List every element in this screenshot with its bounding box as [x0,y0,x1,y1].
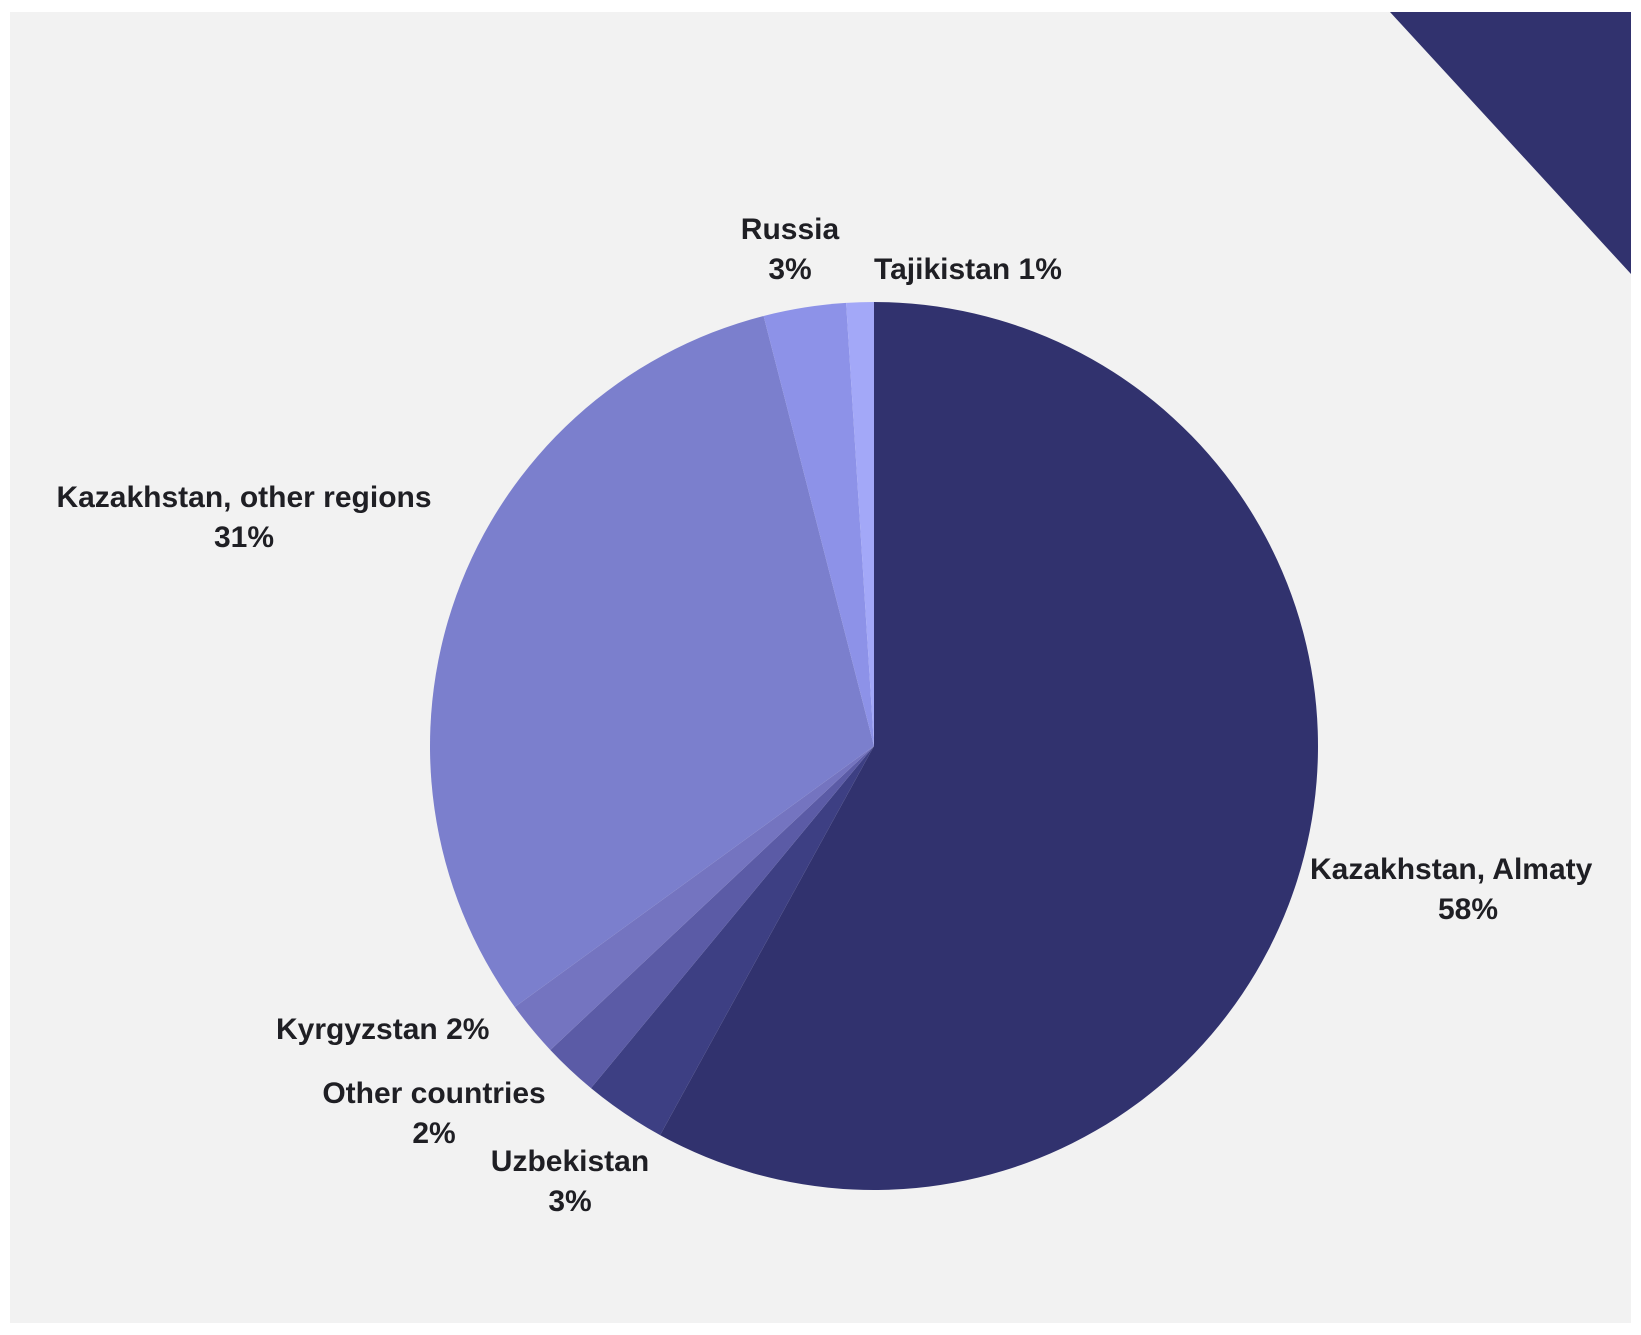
slice-value: 58% [1438,893,1499,926]
slice-name: Russia [740,213,840,246]
slice-name: Tajikistan [874,253,1011,286]
slice-label-kazakhstan-almaty: Kazakhstan, Almaty 58% [1310,850,1631,930]
slice-label-other-countries: Other countries 2% [294,1074,574,1154]
corner-decoration [1390,12,1631,274]
slice-label-kazakhstan-other-regions: Kazakhstan, other regions 31% [24,478,464,558]
slice-value: 2% [446,1013,490,1046]
slice-value: 3% [548,1185,592,1218]
pie-chart [429,12,1631,1191]
slice-label-russia: Russia 3% [720,210,860,290]
slice-value: 1% [1018,253,1062,286]
slice-label-tajikistan: Tajikistan 1% [874,250,1104,290]
pie-slice-kazakhstan-other-regions [429,315,874,1007]
slice-value: 3% [768,253,812,286]
slice-name: Kazakhstan, Almaty [1310,853,1593,886]
pie-slices [429,302,1318,1191]
pie-slice-other-countries [550,746,874,1089]
slice-value: 2% [412,1117,456,1150]
pie-slice-uzbekistan [590,746,874,1136]
chart-panel: Kazakhstan, Almaty 58% Uzbekistan 3% Oth… [10,12,1631,1323]
slice-name: Kyrgyzstan [276,1013,438,1046]
slice-name: Other countries [322,1077,546,1110]
slice-name: Kazakhstan, other regions [56,481,432,514]
slice-label-uzbekistan: Uzbekistan 3% [470,1142,670,1222]
slice-label-kyrgyzstan: Kyrgyzstan 2% [276,1010,526,1050]
slice-name: Uzbekistan [490,1145,650,1178]
slice-value: 31% [213,521,275,554]
pie-slice-tajikistan [846,302,874,746]
pie-slice-kyrgyzstan [514,746,874,1050]
pie-slice-kazakhstan-almaty [660,302,1318,1191]
pie-slice-russia [763,302,874,746]
